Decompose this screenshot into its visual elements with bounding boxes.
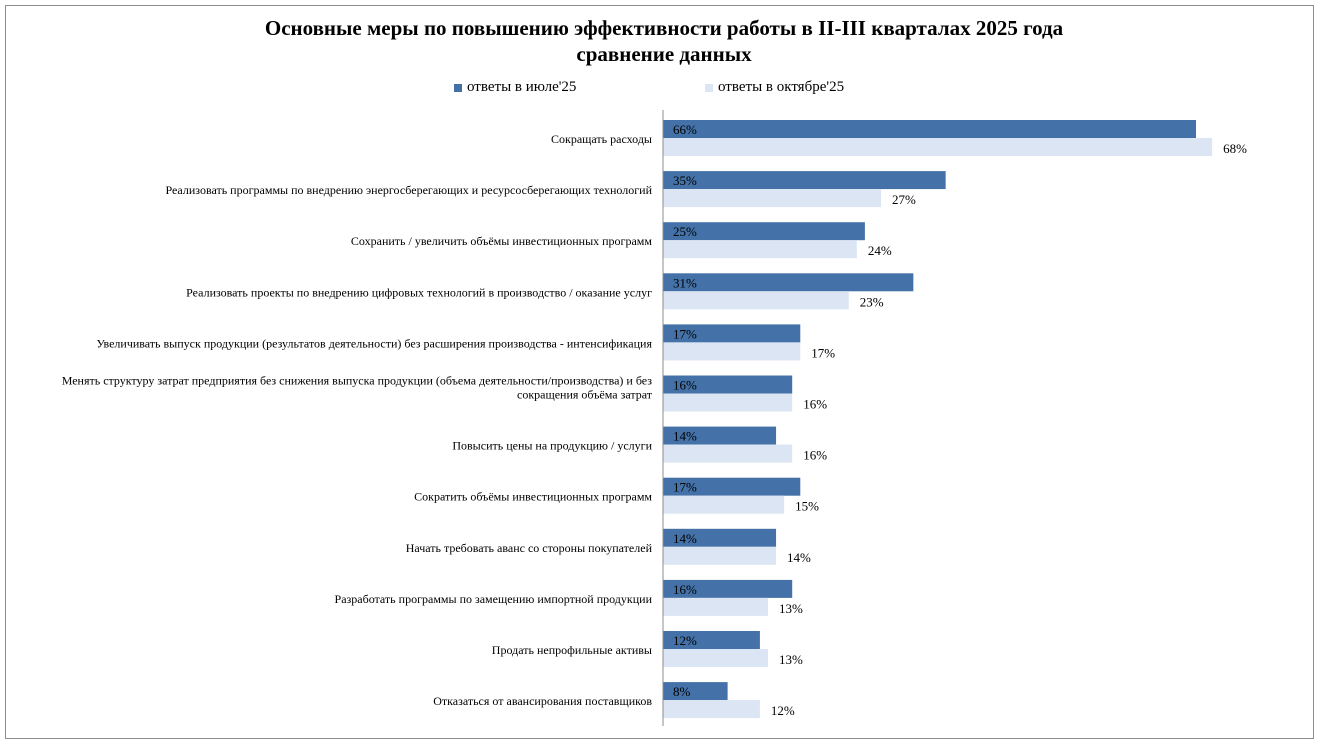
bar-october: [663, 291, 849, 310]
category-label: Сократить объёмы инвестиционных программ: [414, 490, 652, 504]
data-label-july: 25%: [673, 224, 697, 239]
bar-july: [663, 273, 914, 292]
bar-july: [663, 682, 728, 701]
bar-october: [663, 189, 882, 208]
data-label-july: 17%: [673, 326, 697, 341]
bar-october: [663, 342, 801, 361]
legend-item-july: ответы в июле'25: [454, 79, 576, 96]
data-label-july: 14%: [673, 429, 697, 444]
category-label: Реализовать проекты по внедрению цифровы…: [186, 285, 652, 299]
bar-october: [663, 393, 793, 412]
legend-swatch-july: [454, 83, 462, 92]
chart-subtitle: сравнение данных: [576, 42, 752, 66]
bar-october: [663, 597, 768, 616]
data-label-july: 31%: [673, 275, 697, 290]
bar-july: [663, 222, 865, 241]
legend-item-october: ответы в октябре'25: [705, 79, 844, 96]
bar-october: [663, 546, 777, 565]
data-label-october: 23%: [860, 294, 884, 309]
chart-title-block: Основные меры по повышению эффективности…: [0, 15, 1328, 67]
data-label-october: 14%: [787, 550, 811, 565]
category-label: Сохранить / увеличить объёмы инвестицион…: [351, 234, 652, 248]
bar-october: [663, 649, 768, 667]
legend-label-july: ответы в июле'25: [467, 79, 577, 95]
data-label-october: 24%: [868, 243, 892, 258]
category-label: сокращения объёма затрат: [517, 388, 653, 402]
data-label-july: 35%: [673, 173, 697, 188]
bar-july: [663, 171, 946, 190]
category-label: Продать непрофильные активы: [492, 643, 652, 657]
bar-july: [663, 426, 777, 445]
bar-october: [663, 138, 1213, 156]
data-label-october: 68%: [1223, 141, 1247, 156]
data-label-july: 12%: [673, 633, 697, 648]
category-label: Менять структуру затрат предприятия без …: [62, 374, 653, 388]
category-label: Сокращать расходы: [551, 132, 652, 146]
category-label: Разработать программы по замещению импор…: [335, 592, 653, 606]
bar-october: [663, 495, 785, 514]
bar-july: [663, 375, 793, 394]
bar-july: [663, 477, 801, 496]
legend-swatch-october: [705, 83, 713, 92]
bar-october: [663, 700, 760, 719]
data-label-july: 66%: [673, 122, 697, 137]
bar-july: [663, 528, 777, 547]
bar-july: [663, 120, 1196, 138]
bar-july: [663, 579, 793, 598]
legend-label-october: ответы в октябре'25: [718, 79, 845, 95]
data-label-october: 12%: [771, 703, 795, 718]
bar-july: [663, 631, 760, 649]
data-label-october: 16%: [803, 397, 827, 412]
chart-frame: [5, 5, 1314, 739]
category-label: Увеличивать выпуск продукции (результато…: [96, 336, 652, 350]
category-label: Начать требовать аванс со стороны покупа…: [406, 541, 653, 555]
data-label-october: 27%: [892, 192, 916, 207]
data-label-october: 17%: [811, 345, 835, 360]
data-label-july: 16%: [673, 582, 697, 597]
bar-july: [663, 324, 801, 343]
data-label-july: 14%: [673, 531, 697, 546]
data-label-october: 16%: [803, 448, 827, 463]
data-label-july: 17%: [673, 480, 697, 495]
chart-title: Основные меры по повышению эффективности…: [264, 16, 1064, 40]
data-label-october: 15%: [795, 499, 819, 514]
data-label-july: 8%: [673, 684, 691, 699]
bar-october: [663, 240, 857, 259]
category-label: Реализовать программы по внедрению энерг…: [165, 183, 652, 197]
data-label-october: 13%: [779, 652, 803, 667]
legend: ответы в июле'25 ответы в октябре'25: [0, 79, 1328, 99]
data-label-july: 16%: [673, 378, 697, 393]
category-label: Повысить цены на продукцию / услуги: [452, 439, 652, 453]
data-label-october: 13%: [779, 601, 803, 616]
bar-october: [663, 444, 793, 463]
category-label: Отказаться от авансирования поставщиков: [433, 694, 652, 708]
